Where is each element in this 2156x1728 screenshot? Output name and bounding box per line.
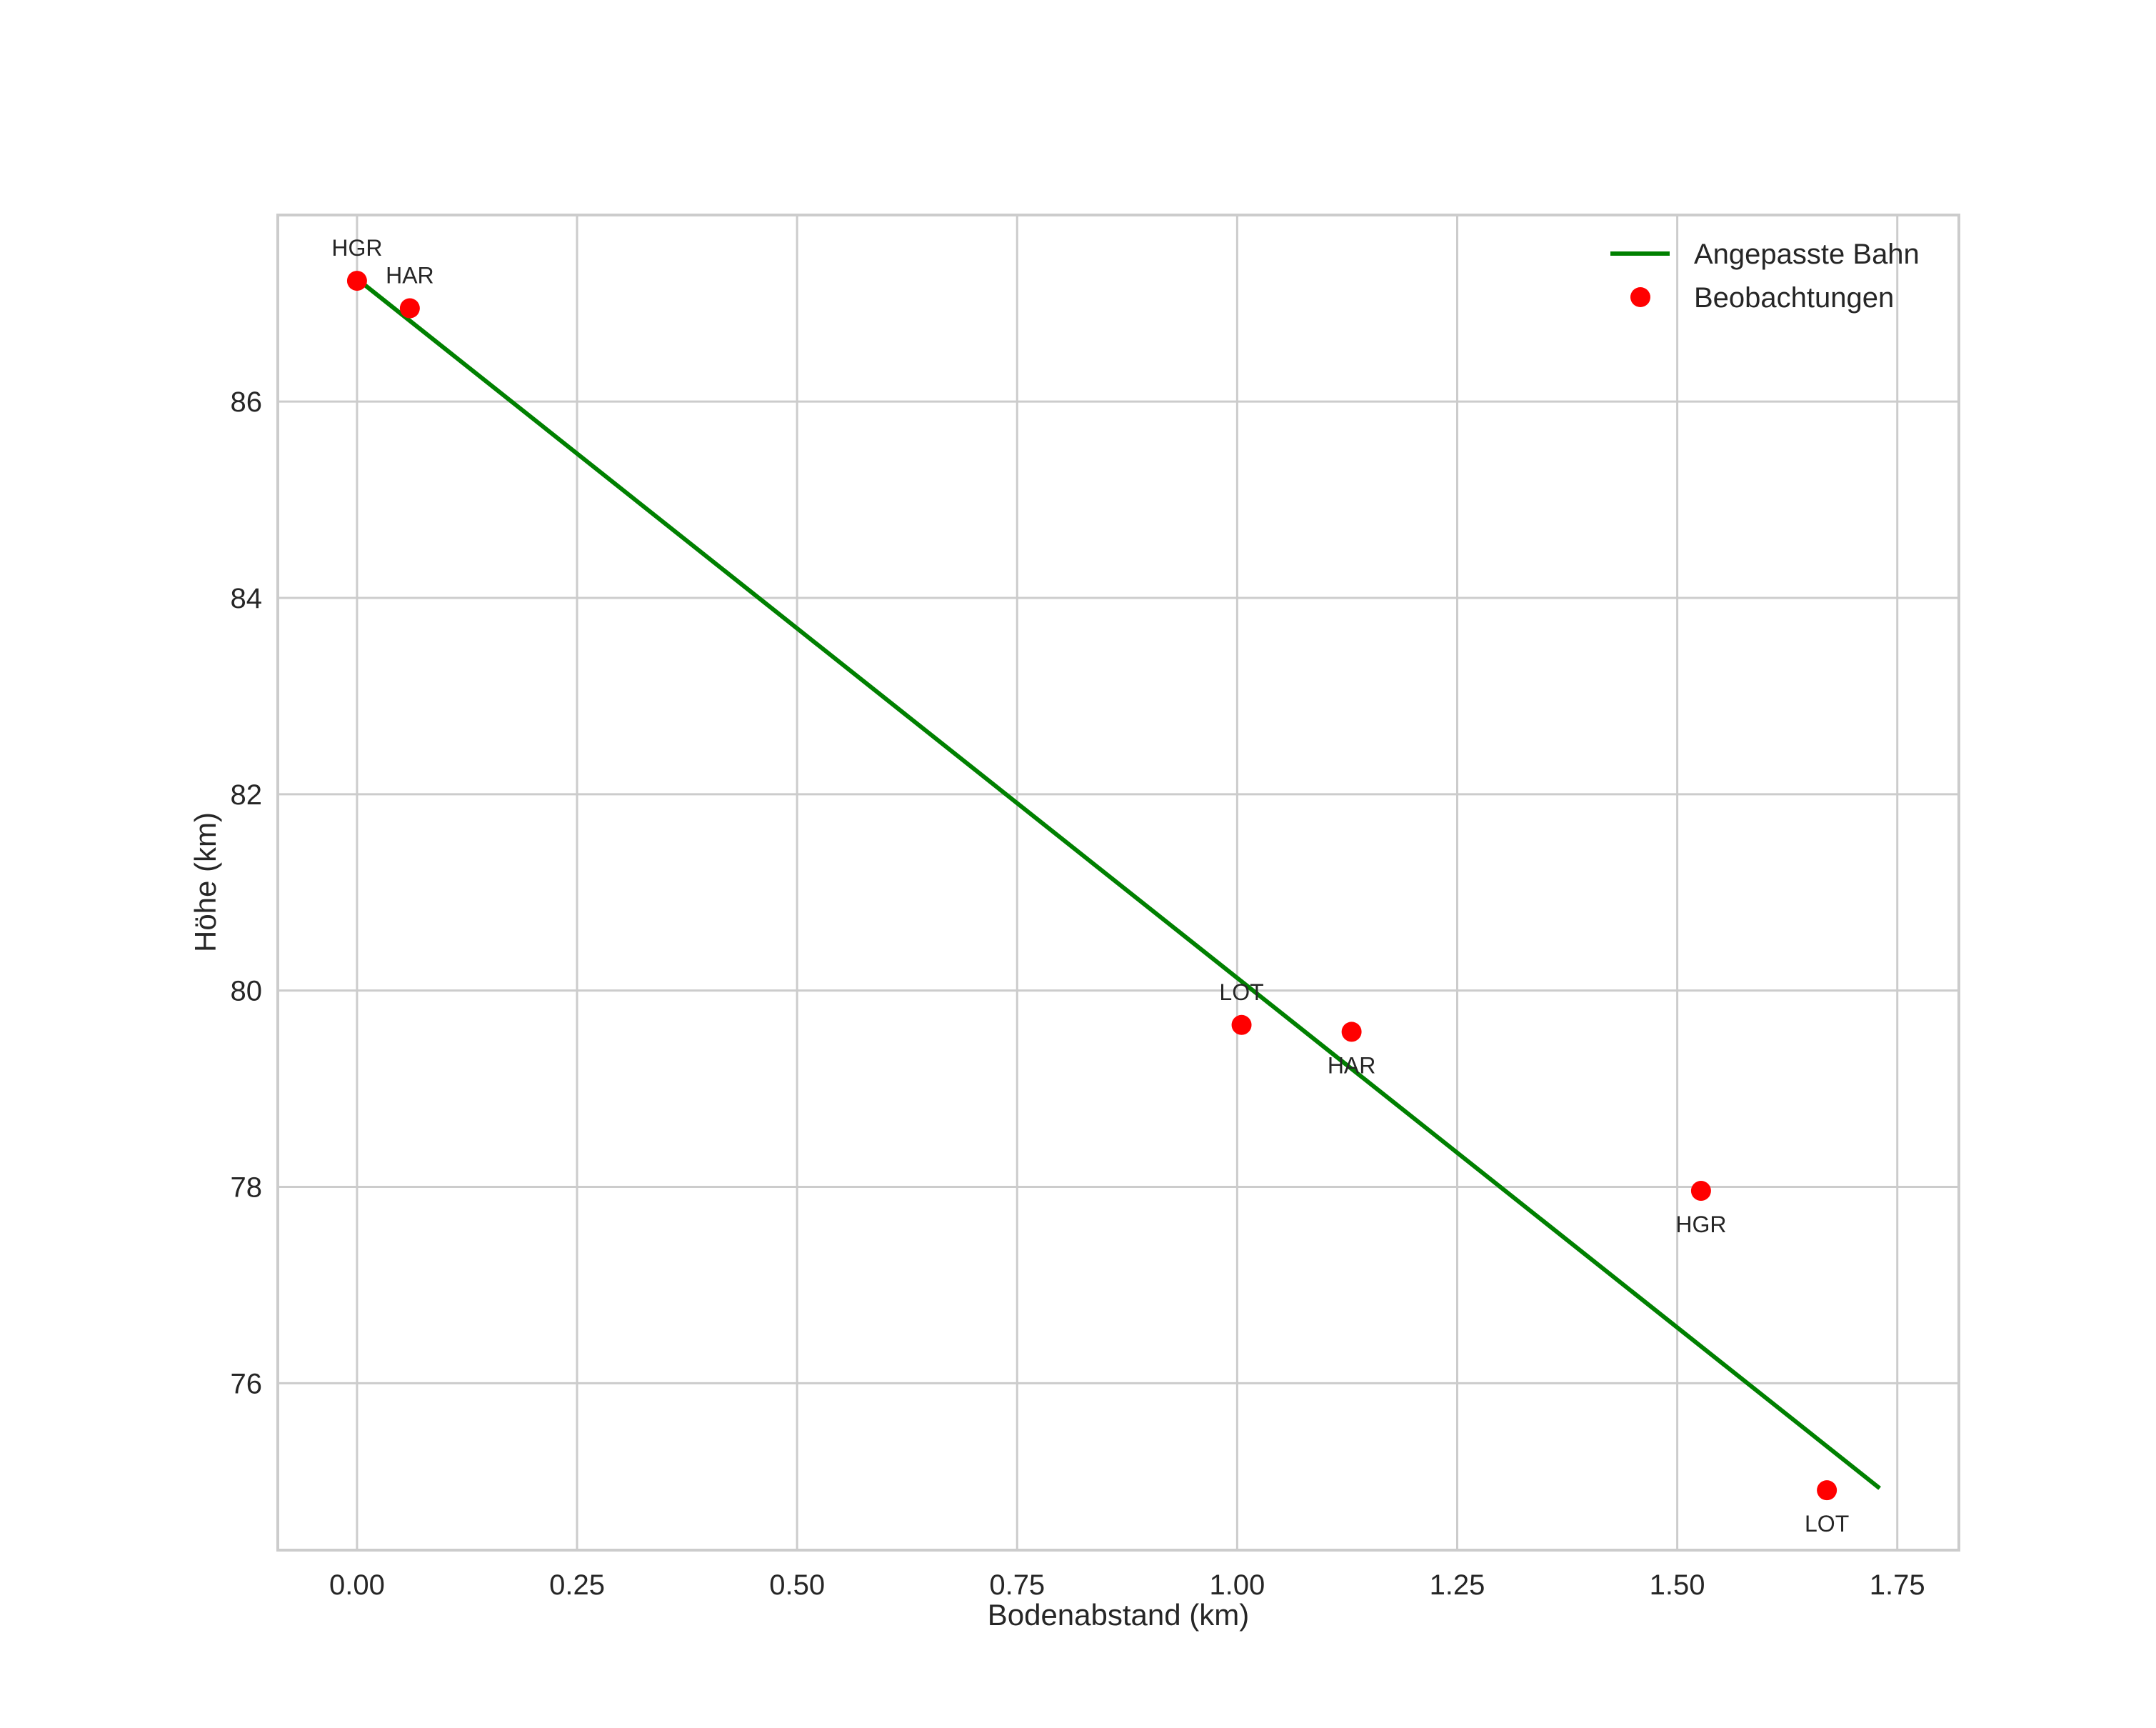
ticks: 0.00 0.25 0.50 0.75 1.00 1.25 1.50 1.75 76 78 80 82… — [231, 386, 1925, 1601]
legend-label-line: Angepasste Bahn — [1694, 239, 1920, 270]
point-label: LOT — [1219, 979, 1263, 1005]
y-tick-label: 82 — [231, 779, 263, 811]
legend: Angepasste Bahn Beobachtungen — [1610, 239, 1920, 314]
x-tick-label: 0.75 — [989, 1569, 1045, 1601]
plot-frame — [276, 214, 1960, 1552]
observation-point — [1690, 1181, 1711, 1202]
point-label: LOT — [1805, 1511, 1849, 1537]
observation-point — [346, 271, 367, 291]
point-label: HGR — [1675, 1212, 1726, 1237]
observation-point — [399, 298, 420, 319]
y-tick-label: 80 — [231, 976, 263, 1007]
observation-point — [1231, 1014, 1252, 1035]
x-tick-label: 1.00 — [1209, 1569, 1265, 1601]
x-tick-label: 0.50 — [769, 1569, 825, 1601]
y-axis-label: Höhe (km) — [189, 812, 222, 952]
fitted-trajectory-line — [356, 276, 1881, 1490]
y-tick-label: 76 — [231, 1368, 263, 1399]
y-tick-label: 78 — [231, 1172, 263, 1204]
x-tick-label: 1.75 — [1870, 1569, 1925, 1601]
legend-label-scatter: Beobachtungen — [1694, 282, 1894, 314]
x-tick-label: 0.25 — [549, 1569, 605, 1601]
grid — [278, 215, 1959, 1550]
y-tick-label: 84 — [231, 583, 263, 614]
x-axis-label: Bodenabstand (km) — [988, 1598, 1250, 1632]
point-label: HGR — [331, 235, 382, 261]
observation-point — [1341, 1022, 1362, 1042]
legend-marker-scatter — [1630, 287, 1650, 307]
y-tick-label: 86 — [231, 386, 263, 418]
x-tick-label: 0.00 — [329, 1569, 385, 1601]
point-label: HAR — [386, 263, 434, 289]
point-label: HAR — [1328, 1052, 1376, 1078]
x-tick-label: 1.25 — [1430, 1569, 1485, 1601]
x-tick-label: 1.50 — [1650, 1569, 1705, 1601]
observation-point — [1817, 1480, 1837, 1501]
